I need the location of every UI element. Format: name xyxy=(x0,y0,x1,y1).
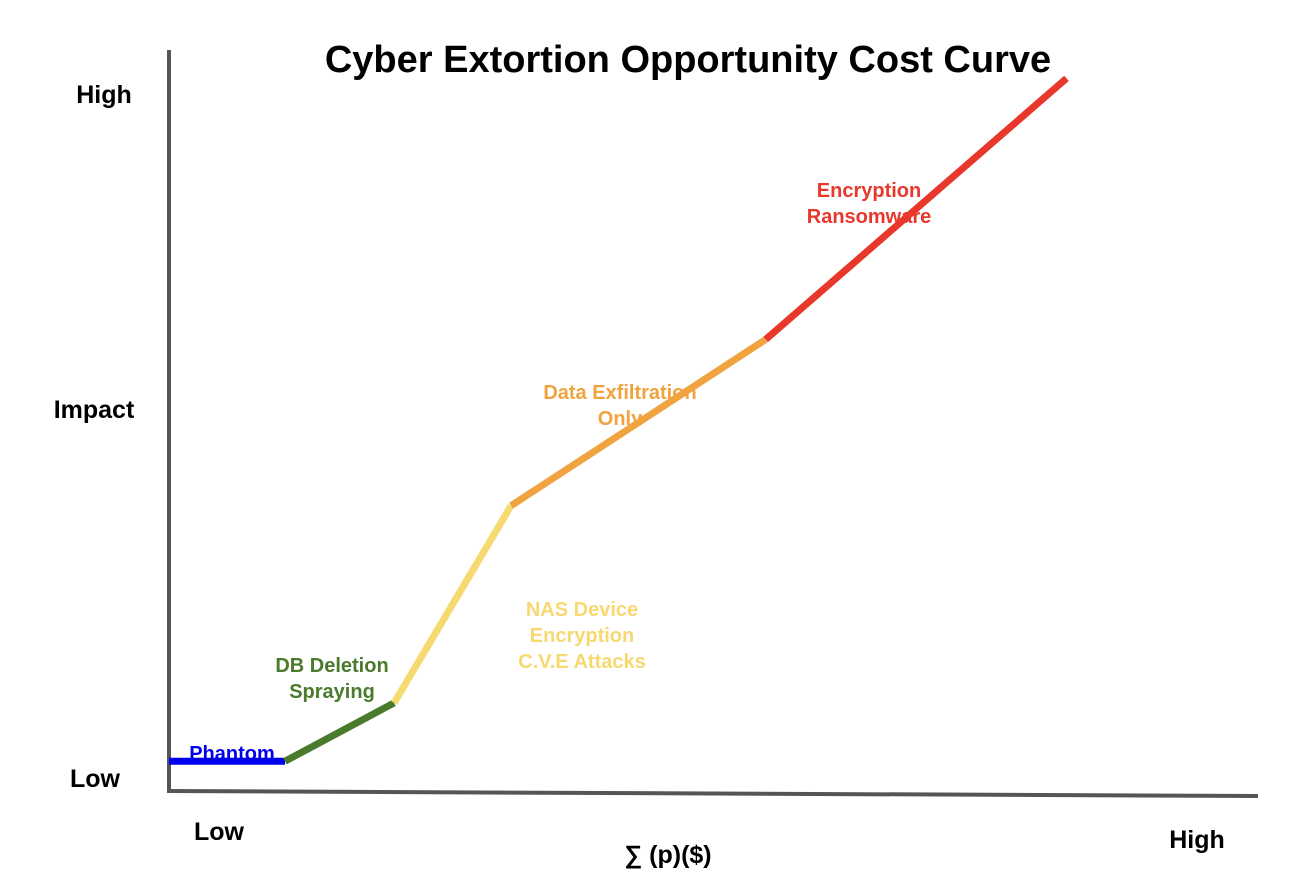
segment-label-line: Ransomware xyxy=(807,206,932,228)
segment-label-line: Phantom xyxy=(189,743,275,765)
segment-label-phantom: Phantom xyxy=(189,743,275,765)
x-tick-low: Low xyxy=(194,818,245,846)
segment-label-line: Encryption xyxy=(530,625,634,647)
x-axis xyxy=(166,789,1259,798)
segment-label-encryption-ransomware: Encryption Ransomware xyxy=(807,180,932,228)
segment-label-line: Spraying xyxy=(289,681,375,703)
y-axis-label: Impact xyxy=(54,396,135,424)
segment-label-nas-device-encryption-cve: NAS Device Encryption C.V.E Attacks xyxy=(518,599,645,673)
segment-labels: Phantom DB Deletion Spraying NAS Device Encr… xyxy=(189,180,931,765)
segment-label-line: DB Deletion xyxy=(275,655,388,677)
x-tick-high: High xyxy=(1169,826,1225,854)
segment-label-db-deletion-spraying: DB Deletion Spraying xyxy=(275,655,388,703)
segment-line-nas-device-encryption-cve xyxy=(391,503,515,705)
y-tick-high: High xyxy=(76,81,132,109)
segment-label-data-exfiltration: Data Exfiltration Only xyxy=(543,382,696,430)
segment-label-line: Only xyxy=(598,408,643,430)
segment-label-line: Encryption xyxy=(817,180,921,202)
segment-line-data-exfiltration xyxy=(509,336,768,509)
y-tick-low: Low xyxy=(70,765,121,793)
segment-label-line: Data Exfiltration xyxy=(543,382,696,404)
chart-title: Cyber Extortion Opportunity Cost Curve xyxy=(325,39,1051,81)
segment-line-encryption-ransomware xyxy=(763,75,1069,343)
segment-line-db-deletion-spraying xyxy=(283,699,396,765)
x-axis-label: ∑ (p)($) xyxy=(624,841,711,869)
segment-label-line: C.V.E Attacks xyxy=(518,651,645,673)
segment-label-line: NAS Device xyxy=(526,599,638,621)
curve-segments xyxy=(169,75,1069,765)
